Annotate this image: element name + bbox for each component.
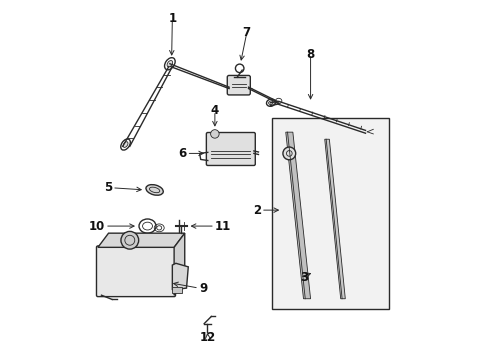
Text: 4: 4 — [211, 104, 219, 117]
Ellipse shape — [167, 60, 172, 67]
Bar — [271, 118, 389, 309]
Polygon shape — [286, 132, 311, 299]
Text: 1: 1 — [168, 12, 176, 25]
FancyBboxPatch shape — [206, 132, 255, 166]
Text: 2: 2 — [253, 204, 261, 217]
Ellipse shape — [362, 125, 372, 139]
Polygon shape — [98, 233, 185, 247]
Text: 6: 6 — [178, 147, 187, 160]
Circle shape — [283, 147, 295, 160]
Bar — [172, 287, 182, 293]
Polygon shape — [174, 233, 185, 295]
Ellipse shape — [146, 185, 163, 195]
Text: 3: 3 — [300, 271, 308, 284]
Circle shape — [121, 231, 139, 249]
Text: 5: 5 — [104, 181, 112, 194]
Circle shape — [211, 130, 219, 138]
FancyBboxPatch shape — [97, 246, 175, 297]
FancyBboxPatch shape — [227, 76, 250, 95]
Text: 8: 8 — [306, 48, 315, 61]
Text: 11: 11 — [215, 220, 231, 233]
Polygon shape — [172, 263, 188, 290]
Polygon shape — [325, 139, 345, 299]
Ellipse shape — [123, 142, 128, 147]
Text: 12: 12 — [199, 331, 216, 344]
Ellipse shape — [269, 101, 273, 104]
Text: 7: 7 — [243, 26, 251, 39]
Text: 9: 9 — [199, 282, 207, 294]
Text: 10: 10 — [89, 220, 105, 233]
